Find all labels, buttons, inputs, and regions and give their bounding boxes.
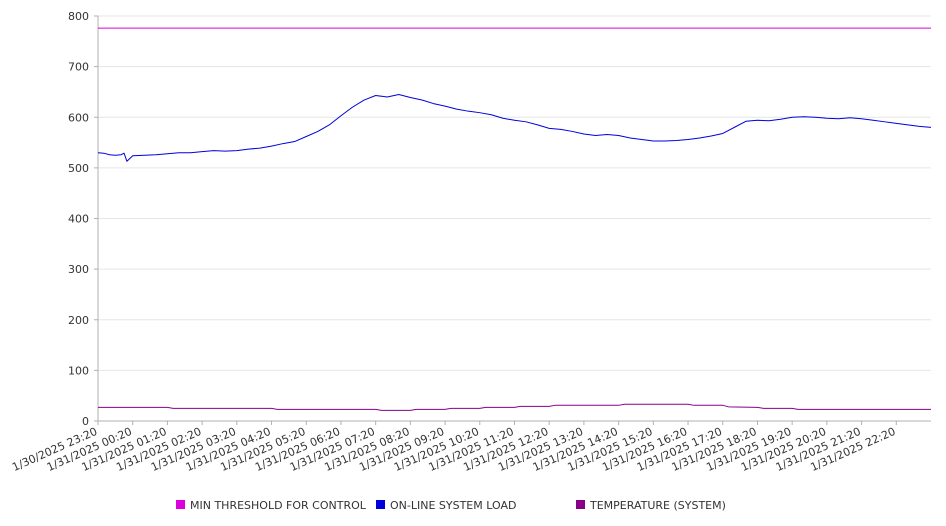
grid-lines [98, 15, 931, 371]
series-line-temperature-system [98, 403, 931, 411]
y-axis-ticks: 0 100 200 300 400 500 600 700 800 [68, 10, 98, 428]
y-tick-label: 800 [68, 10, 89, 23]
legend-label-min-threshold-for-control: MIN THRESHOLD FOR CONTROL [190, 499, 367, 512]
y-tick-label: 0 [82, 415, 89, 428]
y-tick-label: 600 [68, 111, 89, 124]
y-tick-label: 500 [68, 162, 89, 175]
y-tick-label: 300 [68, 263, 89, 276]
series-lines [97, 27, 932, 411]
y-tick-label: 400 [68, 213, 89, 226]
y-tick-label: 200 [68, 314, 89, 327]
series-line-on-line-system-load [97, 93, 932, 162]
legend-label-temperature-system: TEMPERATURE (SYSTEM) [589, 499, 726, 512]
legend-swatch-temperature-system [576, 500, 585, 509]
legend-label-on-line-system-load: ON-LINE SYSTEM LOAD [390, 499, 516, 512]
legend-swatch-min-threshold-for-control [176, 500, 185, 509]
x-axis-ticks: 1/30/2025 23:201/31/2025 00:201/31/2025 … [10, 421, 898, 474]
legend-swatch-on-line-system-load [376, 500, 385, 509]
y-tick-label: 100 [68, 364, 89, 377]
legend: MIN THRESHOLD FOR CONTROL ON-LINE SYSTEM … [176, 499, 726, 512]
y-tick-label: 700 [68, 61, 89, 74]
